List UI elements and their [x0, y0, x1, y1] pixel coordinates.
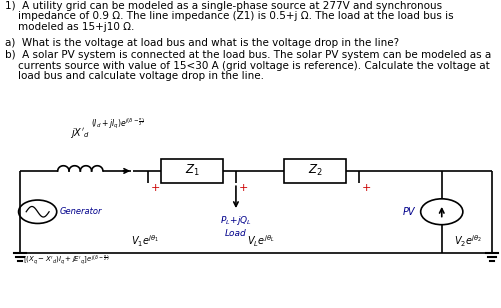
Text: b)  A solar PV system is connected at the load bus. The solar PV system can be m: b) A solar PV system is connected at the… [5, 50, 490, 60]
Text: modeled as 15+j10 Ω.: modeled as 15+j10 Ω. [5, 22, 134, 32]
Text: 1)  A utility grid can be modeled as a single-phase source at 277V and synchrono: 1) A utility grid can be modeled as a si… [5, 1, 441, 10]
Text: +: + [238, 183, 248, 193]
Text: Generator: Generator [59, 207, 102, 216]
Text: $jX'_d$: $jX'_d$ [70, 126, 90, 140]
Text: $V_1e^{j\theta_1}$: $V_1e^{j\theta_1}$ [131, 234, 159, 249]
Text: a)  What is the voltage at load bus and what is the voltage drop in the line?: a) What is the voltage at load bus and w… [5, 38, 398, 48]
Text: impedance of 0.9 Ω. The line impedance (Z1) is 0.5+j Ω. The load at the load bus: impedance of 0.9 Ω. The line impedance (… [5, 11, 453, 21]
Text: PV: PV [402, 207, 415, 217]
Text: $Z_1$: $Z_1$ [184, 163, 199, 179]
Bar [160, 159, 223, 183]
Text: currents source with value of 15<30 A (grid voltage is reference). Calculate the: currents source with value of 15<30 A (g… [5, 61, 489, 71]
Text: +: + [361, 183, 371, 193]
Text: $[(X_q-X'_d)I_q+jE'_q]e^{j(\delta-\frac{\pi}{2})}$: $[(X_q-X'_d)I_q+jE'_q]e^{j(\delta-\frac{… [23, 254, 109, 267]
Text: $P_L\!+\!jQ_L$: $P_L\!+\!jQ_L$ [219, 214, 252, 227]
Text: $(I_d+jI_q)e^{j(\delta-\frac{\pi}{2})}$: $(I_d+jI_q)e^{j(\delta-\frac{\pi}{2})}$ [91, 116, 145, 131]
Bar [283, 159, 346, 183]
Text: $V_2e^{j\theta_2}$: $V_2e^{j\theta_2}$ [453, 234, 481, 249]
Text: $V_Le^{j\theta_L}$: $V_Le^{j\theta_L}$ [246, 234, 275, 249]
Text: load bus and calculate voltage drop in the line.: load bus and calculate voltage drop in t… [5, 71, 264, 81]
Text: Load: Load [224, 229, 246, 238]
Text: +: + [151, 183, 160, 193]
Text: $Z_2$: $Z_2$ [307, 163, 322, 179]
